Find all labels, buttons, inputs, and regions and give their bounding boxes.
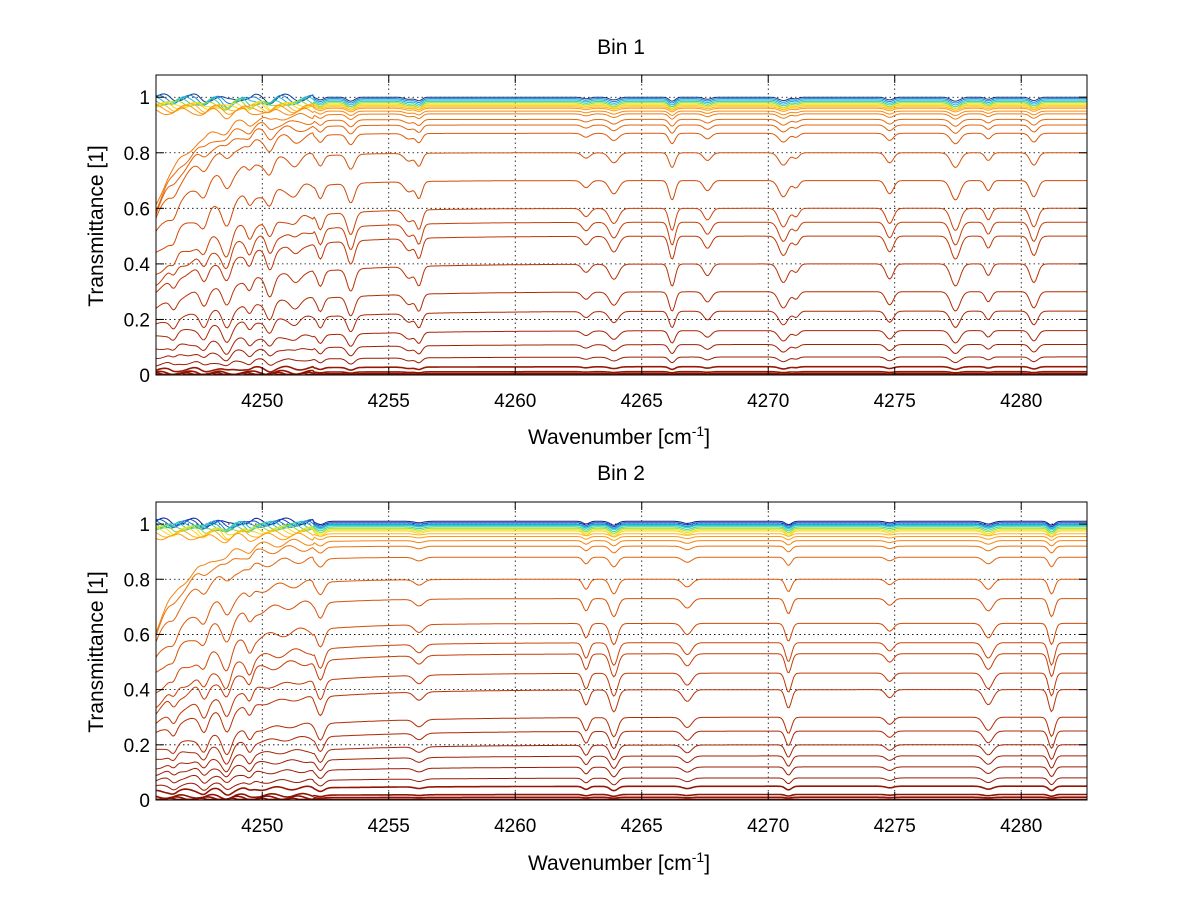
series-line — [156, 310, 1087, 343]
series-line — [155, 545, 1087, 636]
x-axis-label: Wavenumber [cm-1] — [528, 423, 710, 449]
y-axis-label: Transmittance [1] — [85, 145, 108, 306]
series-line — [155, 124, 1087, 215]
series-line — [155, 330, 1087, 355]
x-tick-label: 4260 — [494, 816, 536, 837]
series-line — [155, 94, 1087, 106]
series-line — [155, 520, 1087, 533]
series-line — [155, 101, 1087, 112]
chart-title: Bin 1 — [597, 36, 645, 59]
series-line — [155, 730, 1087, 765]
series-line — [155, 518, 1087, 530]
series-line — [155, 672, 1087, 725]
axis-ticks: 4250 4255 4260 4265 4270 4275 4280 0 0.2 0.4 0.6 0.… — [124, 502, 1087, 837]
series-line — [155, 207, 1087, 275]
series-line — [155, 97, 1087, 111]
series-line — [155, 96, 1087, 109]
series-line — [155, 356, 1087, 367]
series-line — [155, 578, 1087, 658]
chart-title: Bin 2 — [597, 462, 645, 485]
x-tick-label: 4265 — [621, 816, 663, 837]
x-tick-label: 4275 — [874, 391, 916, 412]
series-line — [155, 598, 1087, 673]
x-tick-label: 4275 — [874, 816, 916, 837]
chart-panel-bin-2: Bin 2 4250 4255 4260 4265 4270 4275 4280 0 0.2 0.… — [85, 462, 1088, 875]
y-tick-label: 0.8 — [124, 144, 150, 165]
x-tick-label: 4255 — [368, 816, 410, 837]
series-line — [155, 792, 1087, 800]
series-line — [155, 529, 1087, 541]
y-tick-label: 0.6 — [124, 625, 150, 646]
y-tick-label: 0 — [139, 791, 150, 812]
series-line — [155, 524, 1087, 535]
series-line — [155, 132, 1087, 219]
series-line — [155, 532, 1087, 544]
series-line — [155, 527, 1087, 540]
series-line — [155, 556, 1087, 643]
y-tick-label: 0.2 — [124, 310, 150, 331]
series-line — [155, 107, 1087, 120]
y-tick-label: 0.2 — [124, 736, 150, 757]
series-line — [156, 343, 1088, 362]
series-line — [155, 291, 1087, 330]
series-group — [155, 93, 1088, 376]
x-tick-label: 4250 — [241, 391, 283, 412]
series-line — [155, 263, 1087, 311]
series-line — [155, 369, 1087, 376]
y-tick-label: 1 — [139, 515, 150, 536]
axis-ticks: 4250 4255 4260 4265 4270 4275 4280 0 0.2 0.4 0.6 0.… — [124, 75, 1087, 412]
y-tick-label: 0.6 — [124, 199, 150, 220]
series-line — [155, 777, 1087, 791]
series-line — [155, 235, 1087, 293]
y-tick-label: 0.8 — [124, 570, 150, 591]
x-tick-label: 4270 — [747, 816, 789, 837]
series-line — [155, 112, 1087, 205]
x-tick-label: 4250 — [241, 816, 283, 837]
x-tick-label: 4265 — [621, 391, 663, 412]
series-line — [155, 104, 1087, 115]
series-line — [155, 522, 1087, 533]
series-line — [155, 755, 1087, 778]
x-tick-label: 4280 — [1000, 391, 1042, 412]
series-line — [155, 103, 1087, 114]
x-tick-label: 4255 — [368, 391, 410, 412]
series-line — [155, 525, 1087, 538]
series-line — [155, 785, 1087, 796]
y-tick-label: 0.4 — [124, 255, 151, 276]
series-line — [156, 797, 1087, 801]
series-line — [155, 221, 1087, 287]
axes-box — [155, 74, 1088, 376]
chart-panel-bin-1: Bin 1 4250 4255 4260 4265 4270 4275 4280 0 0.2 0.… — [85, 36, 1088, 449]
x-tick-label: 4270 — [747, 391, 789, 412]
series-group — [155, 517, 1087, 801]
axes-box — [155, 501, 1088, 801]
series-line — [155, 653, 1087, 715]
y-tick-label: 0.4 — [124, 681, 151, 702]
x-tick-label: 4280 — [1000, 816, 1042, 837]
series-line — [155, 744, 1087, 773]
series-line — [155, 118, 1087, 212]
series-line — [155, 152, 1087, 232]
series-line — [155, 766, 1087, 784]
y-tick-label: 1 — [139, 88, 150, 109]
y-tick-label: 0 — [139, 366, 150, 387]
series-line — [155, 642, 1087, 709]
y-axis-label: Transmittance [1] — [85, 571, 108, 732]
grid-lines — [156, 502, 1087, 800]
series-line — [155, 622, 1087, 694]
series-line — [155, 180, 1087, 253]
series-line — [155, 100, 1087, 111]
series-line — [155, 716, 1087, 756]
series-line — [155, 365, 1087, 373]
x-tick-label: 4260 — [494, 391, 536, 412]
x-axis-label: Wavenumber [cm-1] — [528, 849, 710, 875]
series-line — [156, 372, 1087, 376]
series-line — [155, 689, 1087, 737]
series-line — [155, 538, 1087, 633]
